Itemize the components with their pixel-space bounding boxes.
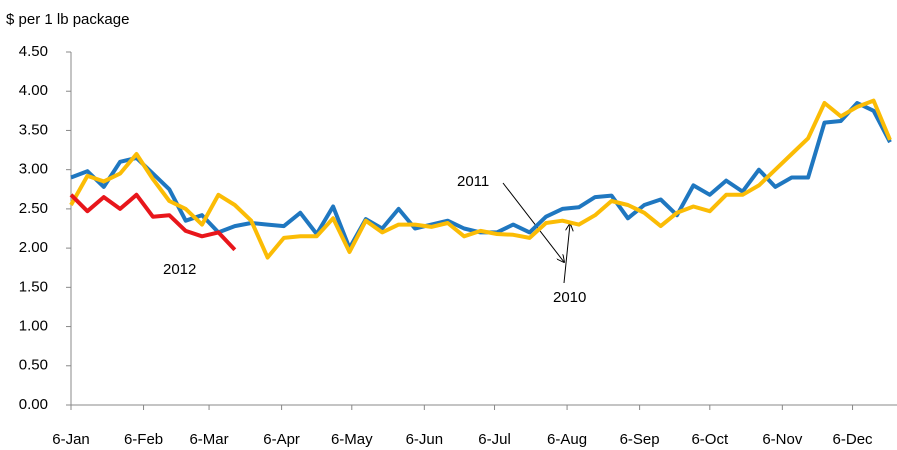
x-tick-label: 6-Feb [124, 431, 163, 448]
y-tick-label: 3.00 [19, 161, 48, 178]
x-tick-label: 6-Nov [762, 431, 803, 448]
y-tick-label: 0.00 [19, 396, 48, 413]
annotation: 2012 [163, 261, 196, 278]
y-tick-label: 2.00 [19, 239, 48, 256]
annotation: 2010 [553, 289, 586, 306]
chart-title: $ per 1 lb package [6, 11, 129, 28]
x-tick-label: 6-Oct [691, 431, 729, 448]
y-tick-label: 0.50 [19, 357, 48, 374]
x-tick-label: 6-Mar [189, 431, 228, 448]
y-tick-label: 4.00 [19, 82, 48, 99]
x-tick-label: 6-Aug [547, 431, 587, 448]
series-line [69, 98, 892, 260]
y-tick-label: 4.50 [19, 43, 48, 60]
x-tick-label: 6-May [331, 431, 373, 448]
x-tick-label: 6-Sep [620, 431, 660, 448]
y-tick-label: 2.50 [19, 200, 48, 217]
x-tick-label: 6-Apr [263, 431, 300, 448]
y-tick-label: 1.00 [19, 318, 48, 335]
annotation: 2011 [457, 173, 489, 190]
y-tick-label: 3.50 [19, 121, 48, 138]
arrow [563, 224, 570, 284]
series-line [69, 192, 237, 252]
x-tick-label: 6-Dec [833, 431, 874, 448]
x-tick-label: 6-Jun [406, 431, 444, 448]
y-tick-label: 1.50 [19, 278, 48, 295]
arrow [502, 182, 564, 262]
x-tick-label: 6-Jul [478, 431, 511, 448]
x-tick-label: 6-Jan [52, 431, 90, 448]
